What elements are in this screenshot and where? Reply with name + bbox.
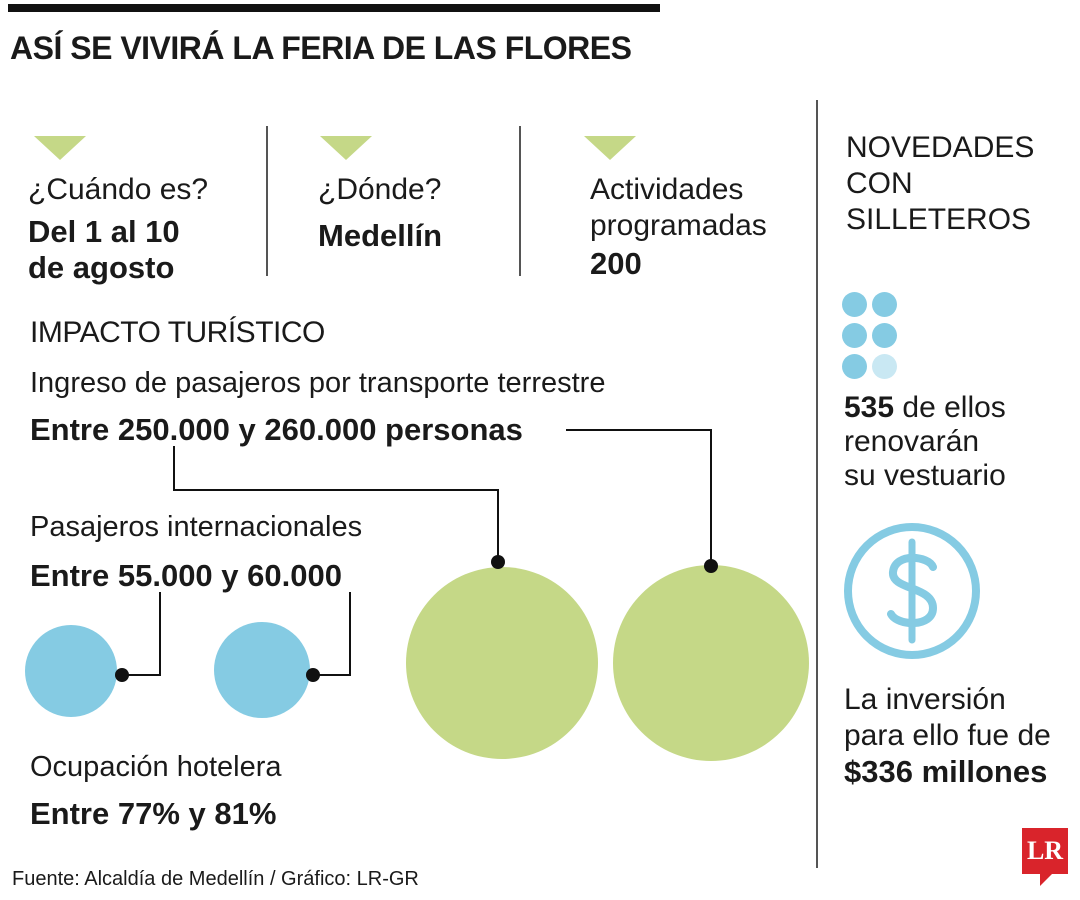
count-line1: 535 de ellos — [844, 390, 1006, 426]
fact-label-activities-line2: programadas — [590, 209, 767, 242]
internacionales-value: Entre 55.000 y 60.000 — [30, 558, 342, 593]
intl-circle-max — [214, 622, 310, 718]
source-credit: Fuente: Alcaldía de Medellín / Gráfico: … — [12, 868, 419, 890]
connector-dot — [115, 668, 129, 682]
fact-label-when: ¿Cuándo es? — [28, 173, 209, 206]
inversion-line2: para ello fue de — [844, 719, 1051, 752]
internacionales-label: Pasajeros internacionales — [30, 511, 363, 543]
connector-dot — [704, 559, 718, 573]
top-rule — [8, 4, 660, 12]
connector-intl-left — [122, 592, 161, 676]
count-number: 535 — [844, 391, 895, 424]
terrestre-circle-min — [406, 567, 598, 759]
impact-heading: IMPACTO TURÍSTICO — [30, 316, 325, 349]
terrestre-circle-max — [613, 565, 809, 761]
connector-terrestre-left — [173, 446, 499, 562]
silletero-dot-light — [872, 354, 897, 379]
column-divider — [266, 126, 268, 276]
connector-dot — [491, 555, 505, 569]
count-text: de ellos — [894, 391, 1006, 424]
triangle-marker-icon — [34, 136, 86, 160]
triangle-marker-icon — [584, 136, 636, 160]
connector-lines — [122, 429, 712, 676]
count-line3: su vestuario — [844, 459, 1006, 492]
fact-value-when-line1: Del 1 al 10 — [28, 214, 180, 249]
terrestre-label: Ingreso de pasajeros por transporte terr… — [30, 367, 606, 399]
novedades-heading-line1: NOVEDADES — [846, 131, 1035, 164]
hotelera-value: Entre 77% y 81% — [30, 796, 277, 831]
dollar-icon — [844, 523, 980, 659]
fact-value-activities: 200 — [590, 246, 642, 281]
logo-tail — [1040, 874, 1052, 886]
hotelera-label: Ocupación hotelera — [30, 751, 282, 783]
lr-logo: LR — [1022, 828, 1068, 874]
fact-value-when-line2: de agosto — [28, 250, 175, 285]
column-divider — [519, 126, 521, 276]
silletero-dot — [872, 323, 897, 348]
inversion-line1: La inversión — [844, 683, 1006, 716]
connector-terrestre-right — [566, 429, 712, 566]
silletero-dot — [842, 354, 867, 379]
fact-value-where: Medellín — [318, 218, 443, 253]
novedades-heading-line3: SILLETEROS — [846, 203, 1032, 236]
novedades-heading-line2: CON — [846, 167, 913, 200]
inversion-value: $336 millones — [844, 754, 1048, 789]
sidebar-divider — [816, 100, 818, 868]
triangle-marker-icon — [320, 136, 372, 160]
intl-circle-min — [25, 625, 117, 717]
silleteros-dots — [842, 292, 902, 382]
fact-label-activities-line1: Actividades — [590, 173, 744, 206]
connector-dot — [306, 668, 320, 682]
page-title: ASÍ SE VIVIRÁ LA FERIA DE LAS FLORES — [10, 30, 632, 66]
count-line2: renovarán — [844, 425, 980, 458]
fact-label-where: ¿Dónde? — [318, 173, 442, 206]
terrestre-value: Entre 250.000 y 260.000 personas — [30, 412, 523, 447]
silletero-dot — [842, 292, 867, 317]
connector-intl-right — [313, 592, 351, 676]
silletero-dot — [872, 292, 897, 317]
silletero-dot — [842, 323, 867, 348]
